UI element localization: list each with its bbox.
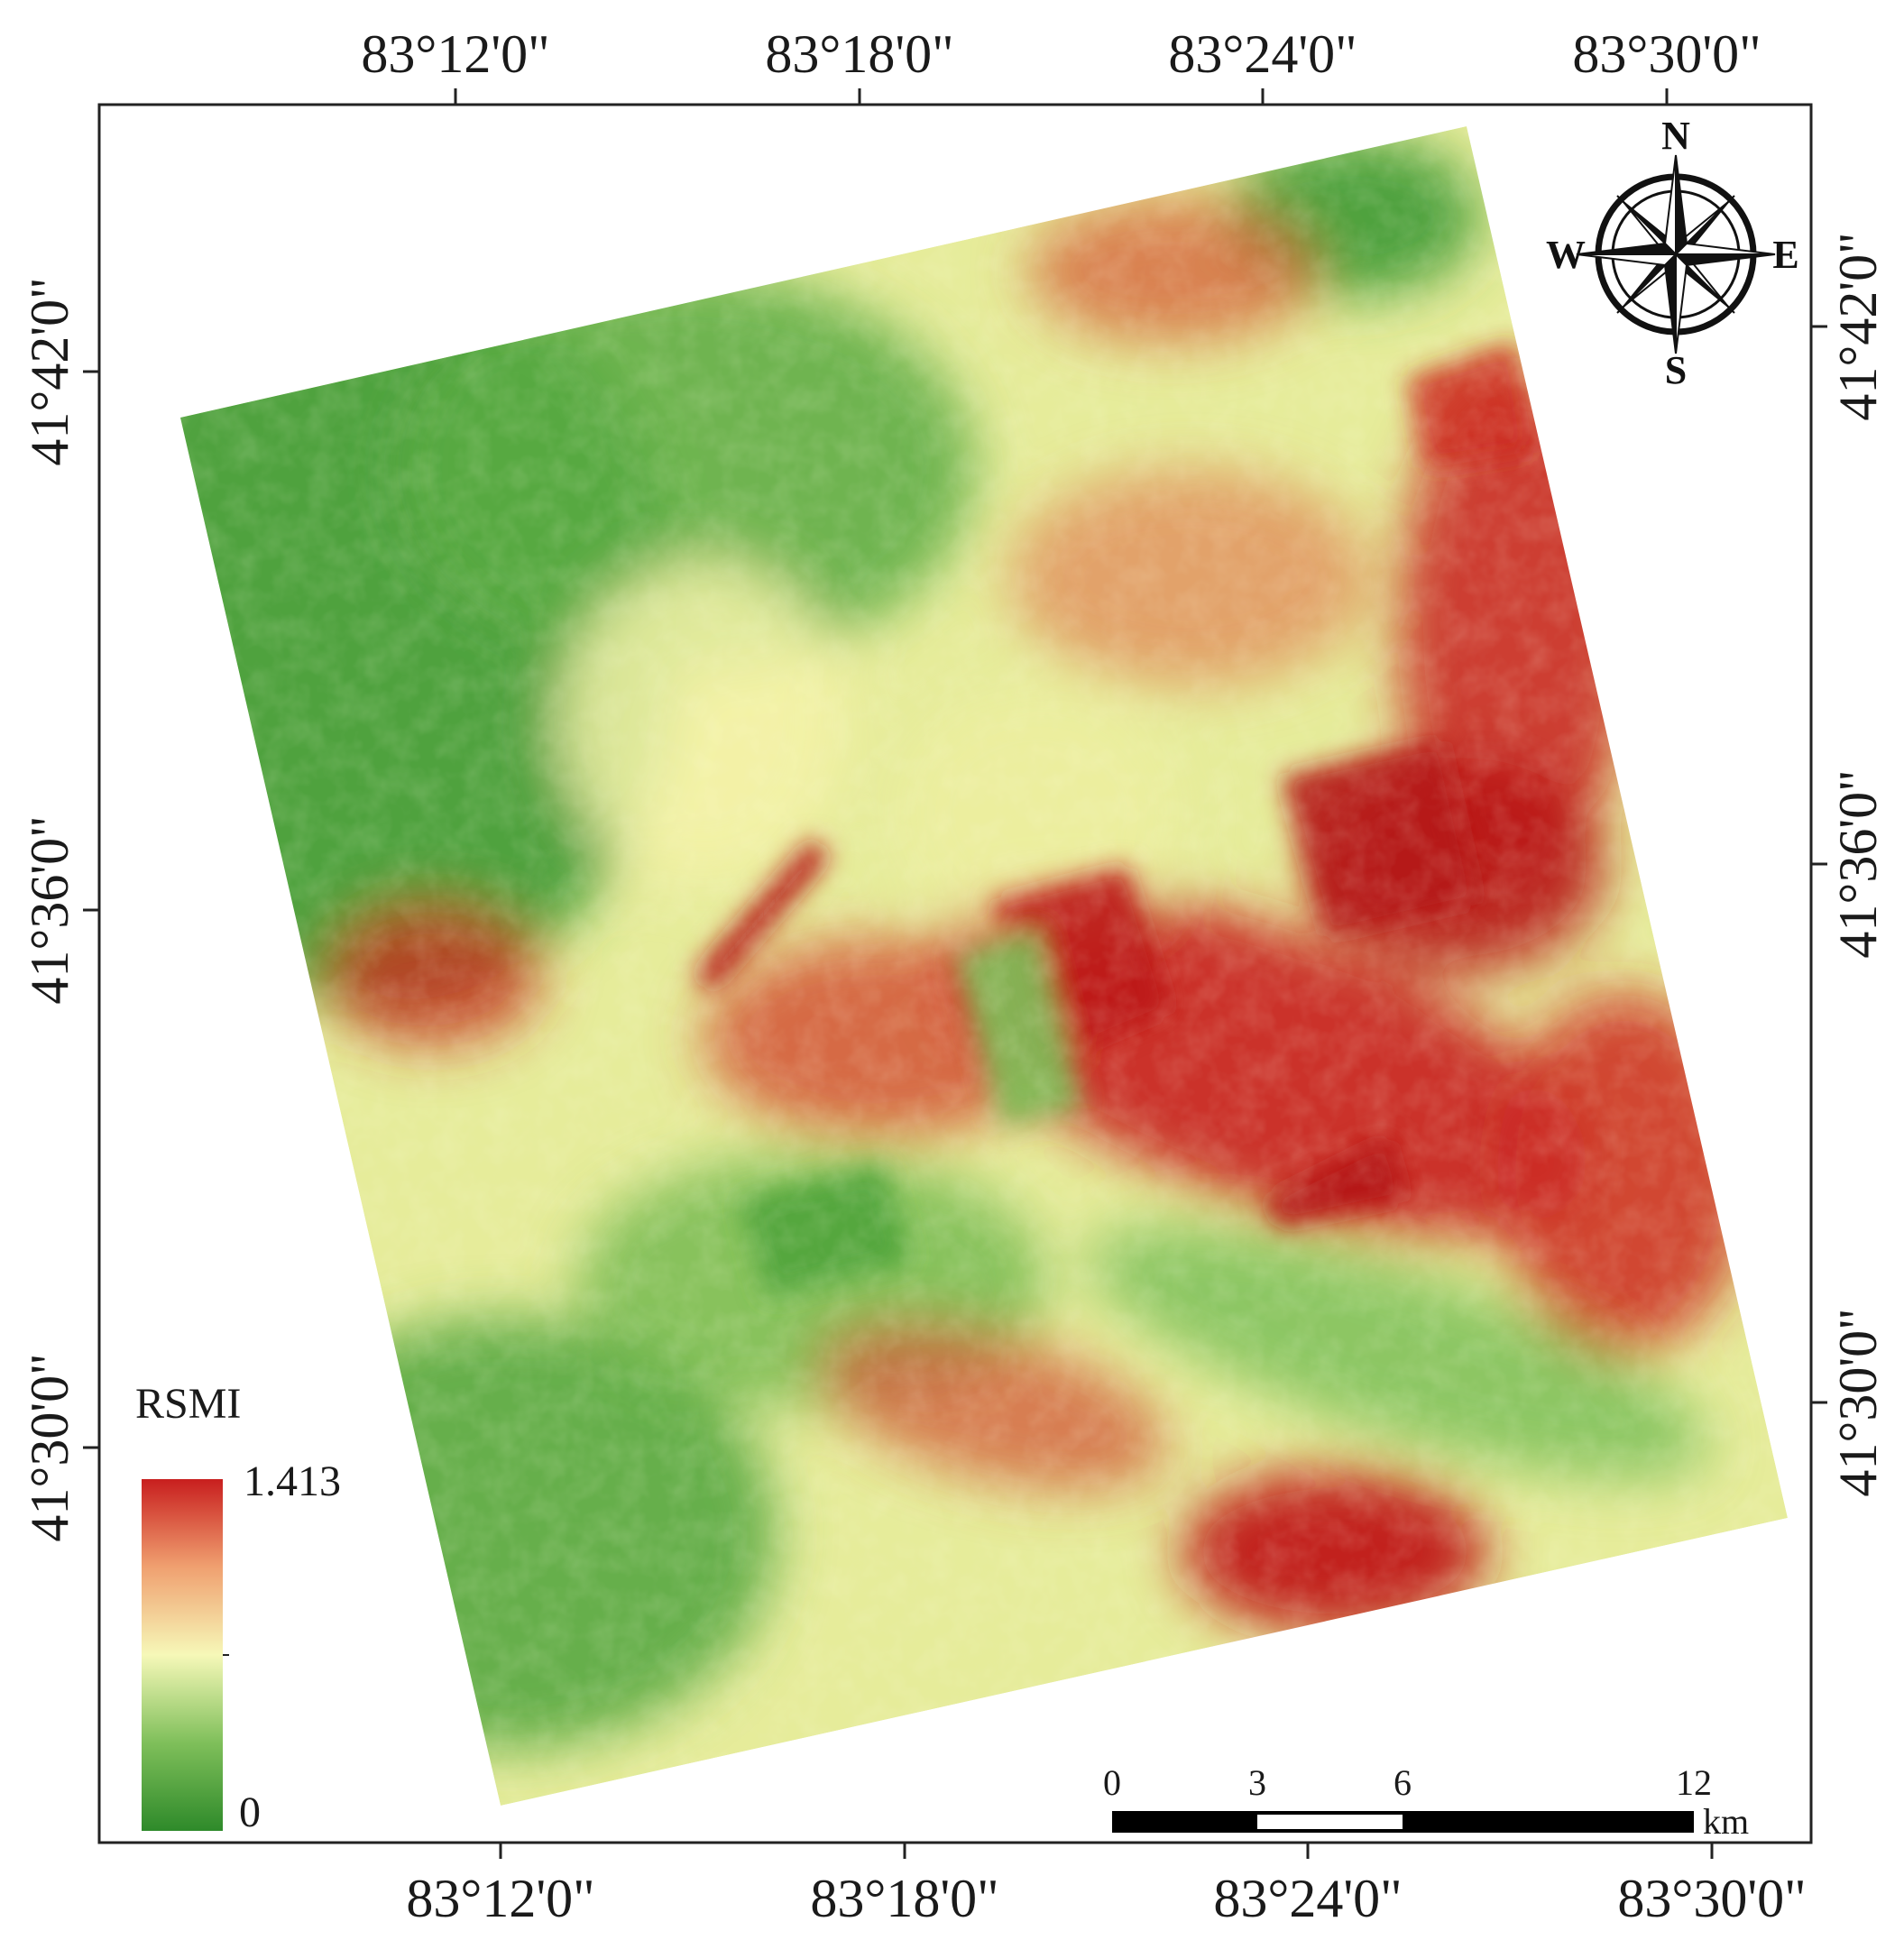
compass-rose-icon [1576, 154, 1776, 354]
scale-unit-label: km [1703, 1801, 1749, 1842]
right-lat-label: 41°42'0" [1828, 232, 1888, 420]
bottom-lon-label: 83°24'0" [1213, 1869, 1402, 1928]
compass-north-label: N [1661, 114, 1690, 158]
top-graticule [454, 88, 1669, 105]
left-lat-label: 41°36'0" [20, 815, 79, 1004]
rsmi-raster [180, 126, 1788, 1806]
scale-tick-label: 0 [1103, 1762, 1121, 1803]
top-lon-label: 83°12'0" [361, 24, 549, 84]
left-graticule [83, 370, 99, 1449]
scale-tick-label: 12 [1676, 1762, 1712, 1803]
compass-west-label: W [1546, 233, 1586, 277]
legend-color-ramp [142, 1479, 223, 1831]
legend: RSMI 1.413 0 [135, 1380, 341, 1836]
legend-title: RSMI [135, 1380, 241, 1428]
top-lon-label: 83°30'0" [1572, 24, 1761, 84]
map-frame [97, 103, 1813, 1844]
legend-min-label: 0 [239, 1788, 261, 1836]
top-lon-label: 83°24'0" [1168, 24, 1357, 84]
compass-south-label: S [1665, 348, 1687, 392]
scale-bar: 0 3 6 12 km [1103, 1762, 1749, 1842]
bottom-graticule [499, 1843, 1714, 1859]
bottom-lon-label: 83°12'0" [406, 1869, 594, 1928]
scale-tick-label: 6 [1394, 1762, 1412, 1803]
left-lat-label: 41°30'0" [20, 1353, 79, 1541]
bottom-lon-label: 83°30'0" [1617, 1869, 1806, 1928]
bottom-lon-label: 83°18'0" [810, 1869, 998, 1928]
compass-east-label: E [1772, 233, 1798, 277]
legend-max-label: 1.413 [244, 1457, 341, 1505]
top-lon-label: 83°18'0" [765, 24, 953, 84]
right-lat-label: 41°36'0" [1828, 769, 1888, 958]
left-lat-label: 41°42'0" [20, 277, 79, 465]
scale-tick-label: 3 [1248, 1762, 1266, 1803]
right-lat-label: 41°30'0" [1828, 1308, 1888, 1496]
right-graticule [1811, 325, 1827, 1404]
